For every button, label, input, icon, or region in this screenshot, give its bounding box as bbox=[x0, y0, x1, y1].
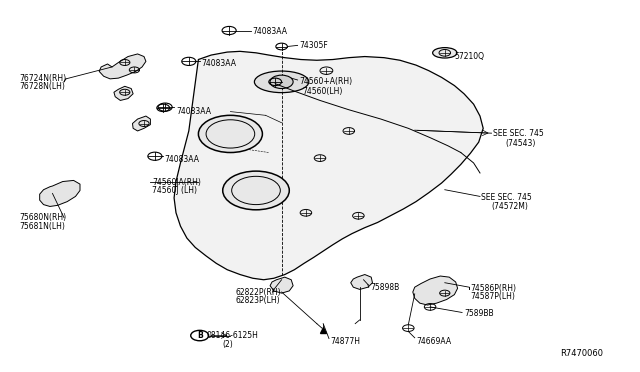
Polygon shape bbox=[40, 180, 80, 206]
Text: 74587P(LH): 74587P(LH) bbox=[470, 292, 515, 301]
Polygon shape bbox=[413, 276, 458, 305]
Circle shape bbox=[223, 171, 289, 210]
Circle shape bbox=[198, 115, 262, 153]
Text: 74083AA: 74083AA bbox=[253, 27, 288, 36]
Text: 74560+A(RH): 74560+A(RH) bbox=[300, 77, 353, 86]
Text: 7589BB: 7589BB bbox=[464, 309, 493, 318]
Text: (2): (2) bbox=[223, 340, 234, 349]
Text: 74083AA: 74083AA bbox=[202, 59, 237, 68]
Text: 74669AA: 74669AA bbox=[416, 337, 451, 346]
Text: 74083AA: 74083AA bbox=[176, 107, 211, 116]
Text: 74560J (LH): 74560J (LH) bbox=[152, 186, 197, 195]
Text: 57210Q: 57210Q bbox=[454, 52, 484, 61]
Text: 74560JA(RH): 74560JA(RH) bbox=[152, 178, 201, 187]
Text: 75680N(RH): 75680N(RH) bbox=[19, 213, 67, 222]
Text: 75681N(LH): 75681N(LH) bbox=[19, 222, 65, 231]
Ellipse shape bbox=[433, 48, 457, 58]
Text: 74586P(RH): 74586P(RH) bbox=[470, 284, 516, 293]
Text: SEE SEC. 745: SEE SEC. 745 bbox=[493, 129, 543, 138]
Text: 74305F: 74305F bbox=[300, 41, 328, 50]
Text: 75898B: 75898B bbox=[370, 283, 399, 292]
Text: B: B bbox=[197, 331, 202, 340]
Polygon shape bbox=[270, 277, 293, 293]
Text: 08146-6125H: 08146-6125H bbox=[206, 331, 258, 340]
Polygon shape bbox=[351, 275, 372, 289]
Circle shape bbox=[270, 75, 293, 89]
Text: 74083AA: 74083AA bbox=[164, 155, 199, 164]
Text: SEE SEC. 745: SEE SEC. 745 bbox=[481, 193, 532, 202]
Text: 74560(LH): 74560(LH) bbox=[303, 87, 343, 96]
Text: 76724N(RH): 76724N(RH) bbox=[19, 74, 67, 83]
Text: 76728N(LH): 76728N(LH) bbox=[19, 82, 65, 91]
Text: (74543): (74543) bbox=[506, 139, 536, 148]
Polygon shape bbox=[114, 86, 133, 100]
Text: R7470060: R7470060 bbox=[560, 349, 603, 358]
Polygon shape bbox=[132, 116, 150, 131]
Polygon shape bbox=[99, 54, 146, 79]
Text: 62822P(RH): 62822P(RH) bbox=[236, 288, 281, 296]
Polygon shape bbox=[174, 51, 483, 280]
Text: 74877H: 74877H bbox=[330, 337, 360, 346]
Text: (74572M): (74572M) bbox=[492, 202, 529, 211]
Ellipse shape bbox=[255, 71, 309, 93]
Text: 62823P(LH): 62823P(LH) bbox=[236, 296, 280, 305]
